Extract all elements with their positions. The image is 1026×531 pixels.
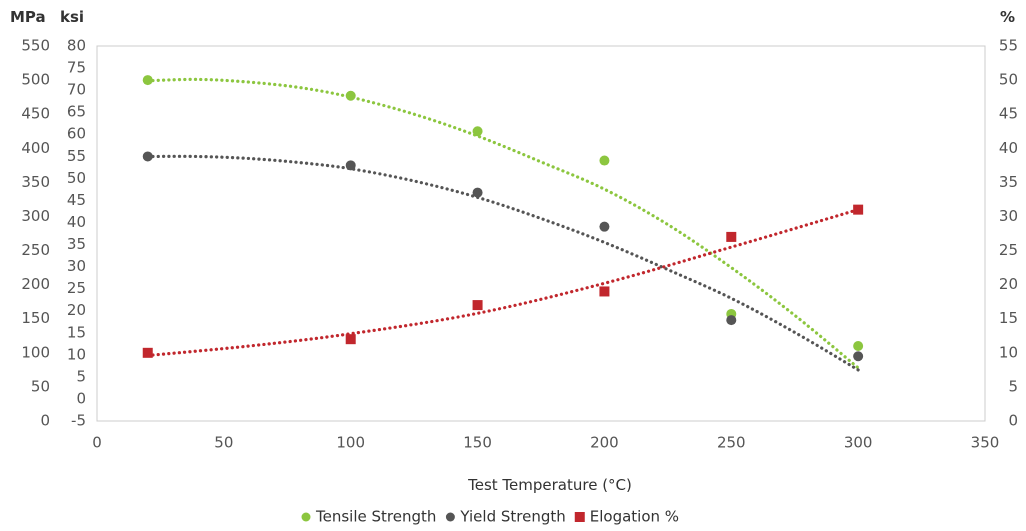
yield-strength-trend-line	[146, 154, 860, 372]
mpa-tick-label: 550	[21, 37, 50, 55]
legend-marker-elogation	[574, 512, 585, 522]
ksi-tick-labels: -5 0 5 10 15 20 25 30 35 40 45 50 55 60 65 70 75 80	[67, 37, 86, 430]
ksi-tick-label: 15	[67, 323, 86, 341]
x-tick-label: 100	[336, 434, 365, 452]
percent-tick-label: 15	[999, 309, 1018, 327]
ksi-tick-label: 30	[67, 257, 86, 275]
x-tick-labels: 0 50 100 150 200 250 300 350	[92, 434, 999, 452]
elogation-point	[472, 300, 483, 311]
tensile-strength-point	[599, 155, 610, 166]
left-axis-unit-mpa: MPa	[10, 8, 46, 26]
mpa-tick-label: 200	[21, 275, 50, 293]
yield-strength-point	[472, 187, 483, 198]
x-tick-label: 50	[214, 434, 233, 452]
ksi-tick-label: 5	[76, 367, 86, 385]
elogation-point	[599, 286, 610, 297]
percent-tick-label: 10	[999, 343, 1018, 361]
ksi-tick-label: 65	[67, 103, 86, 121]
right-axis-unit-percent: %	[1000, 8, 1015, 26]
yield-strength-point	[142, 151, 153, 162]
percent-tick-label: 5	[1008, 377, 1018, 395]
percent-tick-label: 25	[999, 241, 1018, 259]
x-tick-label: 250	[717, 434, 746, 452]
tensile-strength-point	[142, 75, 153, 86]
tensile-strength-point	[853, 341, 864, 351]
x-tick-label: 0	[92, 434, 102, 452]
tensile-strength-trend-line	[146, 77, 860, 370]
percent-tick-labels: 0 5 10 15 20 25 30 35 40 45 50 55	[999, 37, 1018, 430]
percent-tick-label: 20	[999, 275, 1018, 293]
percent-tick-label: 30	[999, 207, 1018, 225]
left-axis-unit-ksi: ksi	[60, 8, 84, 26]
yield-strength-point	[345, 160, 356, 171]
elogation-trend-line	[146, 208, 860, 358]
legend: Tensile Strength Yield Strength Elogation …	[301, 508, 679, 526]
ksi-tick-label: 75	[67, 59, 86, 77]
x-tick-label: 200	[590, 434, 619, 452]
x-axis-title: Test Temperature (°C)	[467, 476, 632, 494]
legend-label-elogation: Elogation %	[590, 508, 679, 526]
ksi-tick-label: 45	[67, 191, 86, 209]
mpa-tick-label: 100	[21, 343, 50, 361]
ksi-tick-label: -5	[71, 412, 86, 430]
mpa-tick-label: 50	[31, 377, 50, 395]
ksi-tick-label: 20	[67, 301, 86, 319]
tensile-strength-point	[345, 90, 356, 101]
ksi-tick-label: 35	[67, 235, 86, 253]
yield-strength-point	[599, 221, 610, 232]
percent-tick-label: 45	[999, 105, 1018, 123]
tensile-strength-point	[472, 126, 483, 137]
ksi-tick-label: 10	[67, 345, 86, 363]
percent-tick-label: 50	[999, 71, 1018, 89]
ksi-tick-label: 80	[67, 37, 86, 55]
mpa-tick-label: 0	[40, 412, 50, 430]
legend-marker-tensile-strength	[301, 512, 311, 522]
ksi-tick-label: 25	[67, 279, 86, 297]
x-tick-label: 150	[463, 434, 492, 452]
ksi-tick-label: 50	[67, 169, 86, 187]
yield-strength-point	[853, 351, 864, 362]
mpa-tick-label: 300	[21, 207, 50, 225]
elogation-point	[345, 334, 356, 345]
legend-label-tensile-strength: Tensile Strength	[315, 508, 436, 526]
x-tick-label: 300	[844, 434, 873, 452]
ksi-tick-label: 55	[67, 147, 86, 165]
ksi-tick-label: 70	[67, 81, 86, 99]
legend-label-yield-strength: Yield Strength	[459, 508, 565, 526]
mpa-tick-label: 400	[21, 139, 50, 157]
x-tick-label: 350	[971, 434, 1000, 452]
percent-tick-label: 0	[1008, 412, 1018, 430]
elogation-point	[142, 347, 153, 358]
mpa-tick-label: 250	[21, 241, 50, 259]
legend-marker-yield-strength	[445, 512, 455, 522]
data-points	[142, 75, 864, 362]
plot-area-frame	[96, 45, 986, 422]
elogation-point	[853, 204, 864, 215]
trend-lines	[146, 77, 860, 372]
yield-strength-point	[726, 315, 737, 326]
ksi-tick-label: 40	[67, 213, 86, 231]
mpa-tick-label: 350	[21, 173, 50, 191]
ksi-tick-label: 60	[67, 125, 86, 143]
percent-tick-label: 55	[999, 37, 1018, 55]
mpa-tick-label: 450	[21, 105, 50, 123]
percent-tick-label: 35	[999, 173, 1018, 191]
mpa-tick-label: 150	[21, 309, 50, 327]
elogation-point	[726, 231, 737, 242]
mpa-tick-labels: 0 50 100 150 200 250 300 350 400 450 500 550	[21, 37, 50, 430]
percent-tick-label: 40	[999, 139, 1018, 157]
ksi-tick-label: 0	[76, 389, 86, 407]
mpa-tick-label: 500	[21, 71, 50, 89]
